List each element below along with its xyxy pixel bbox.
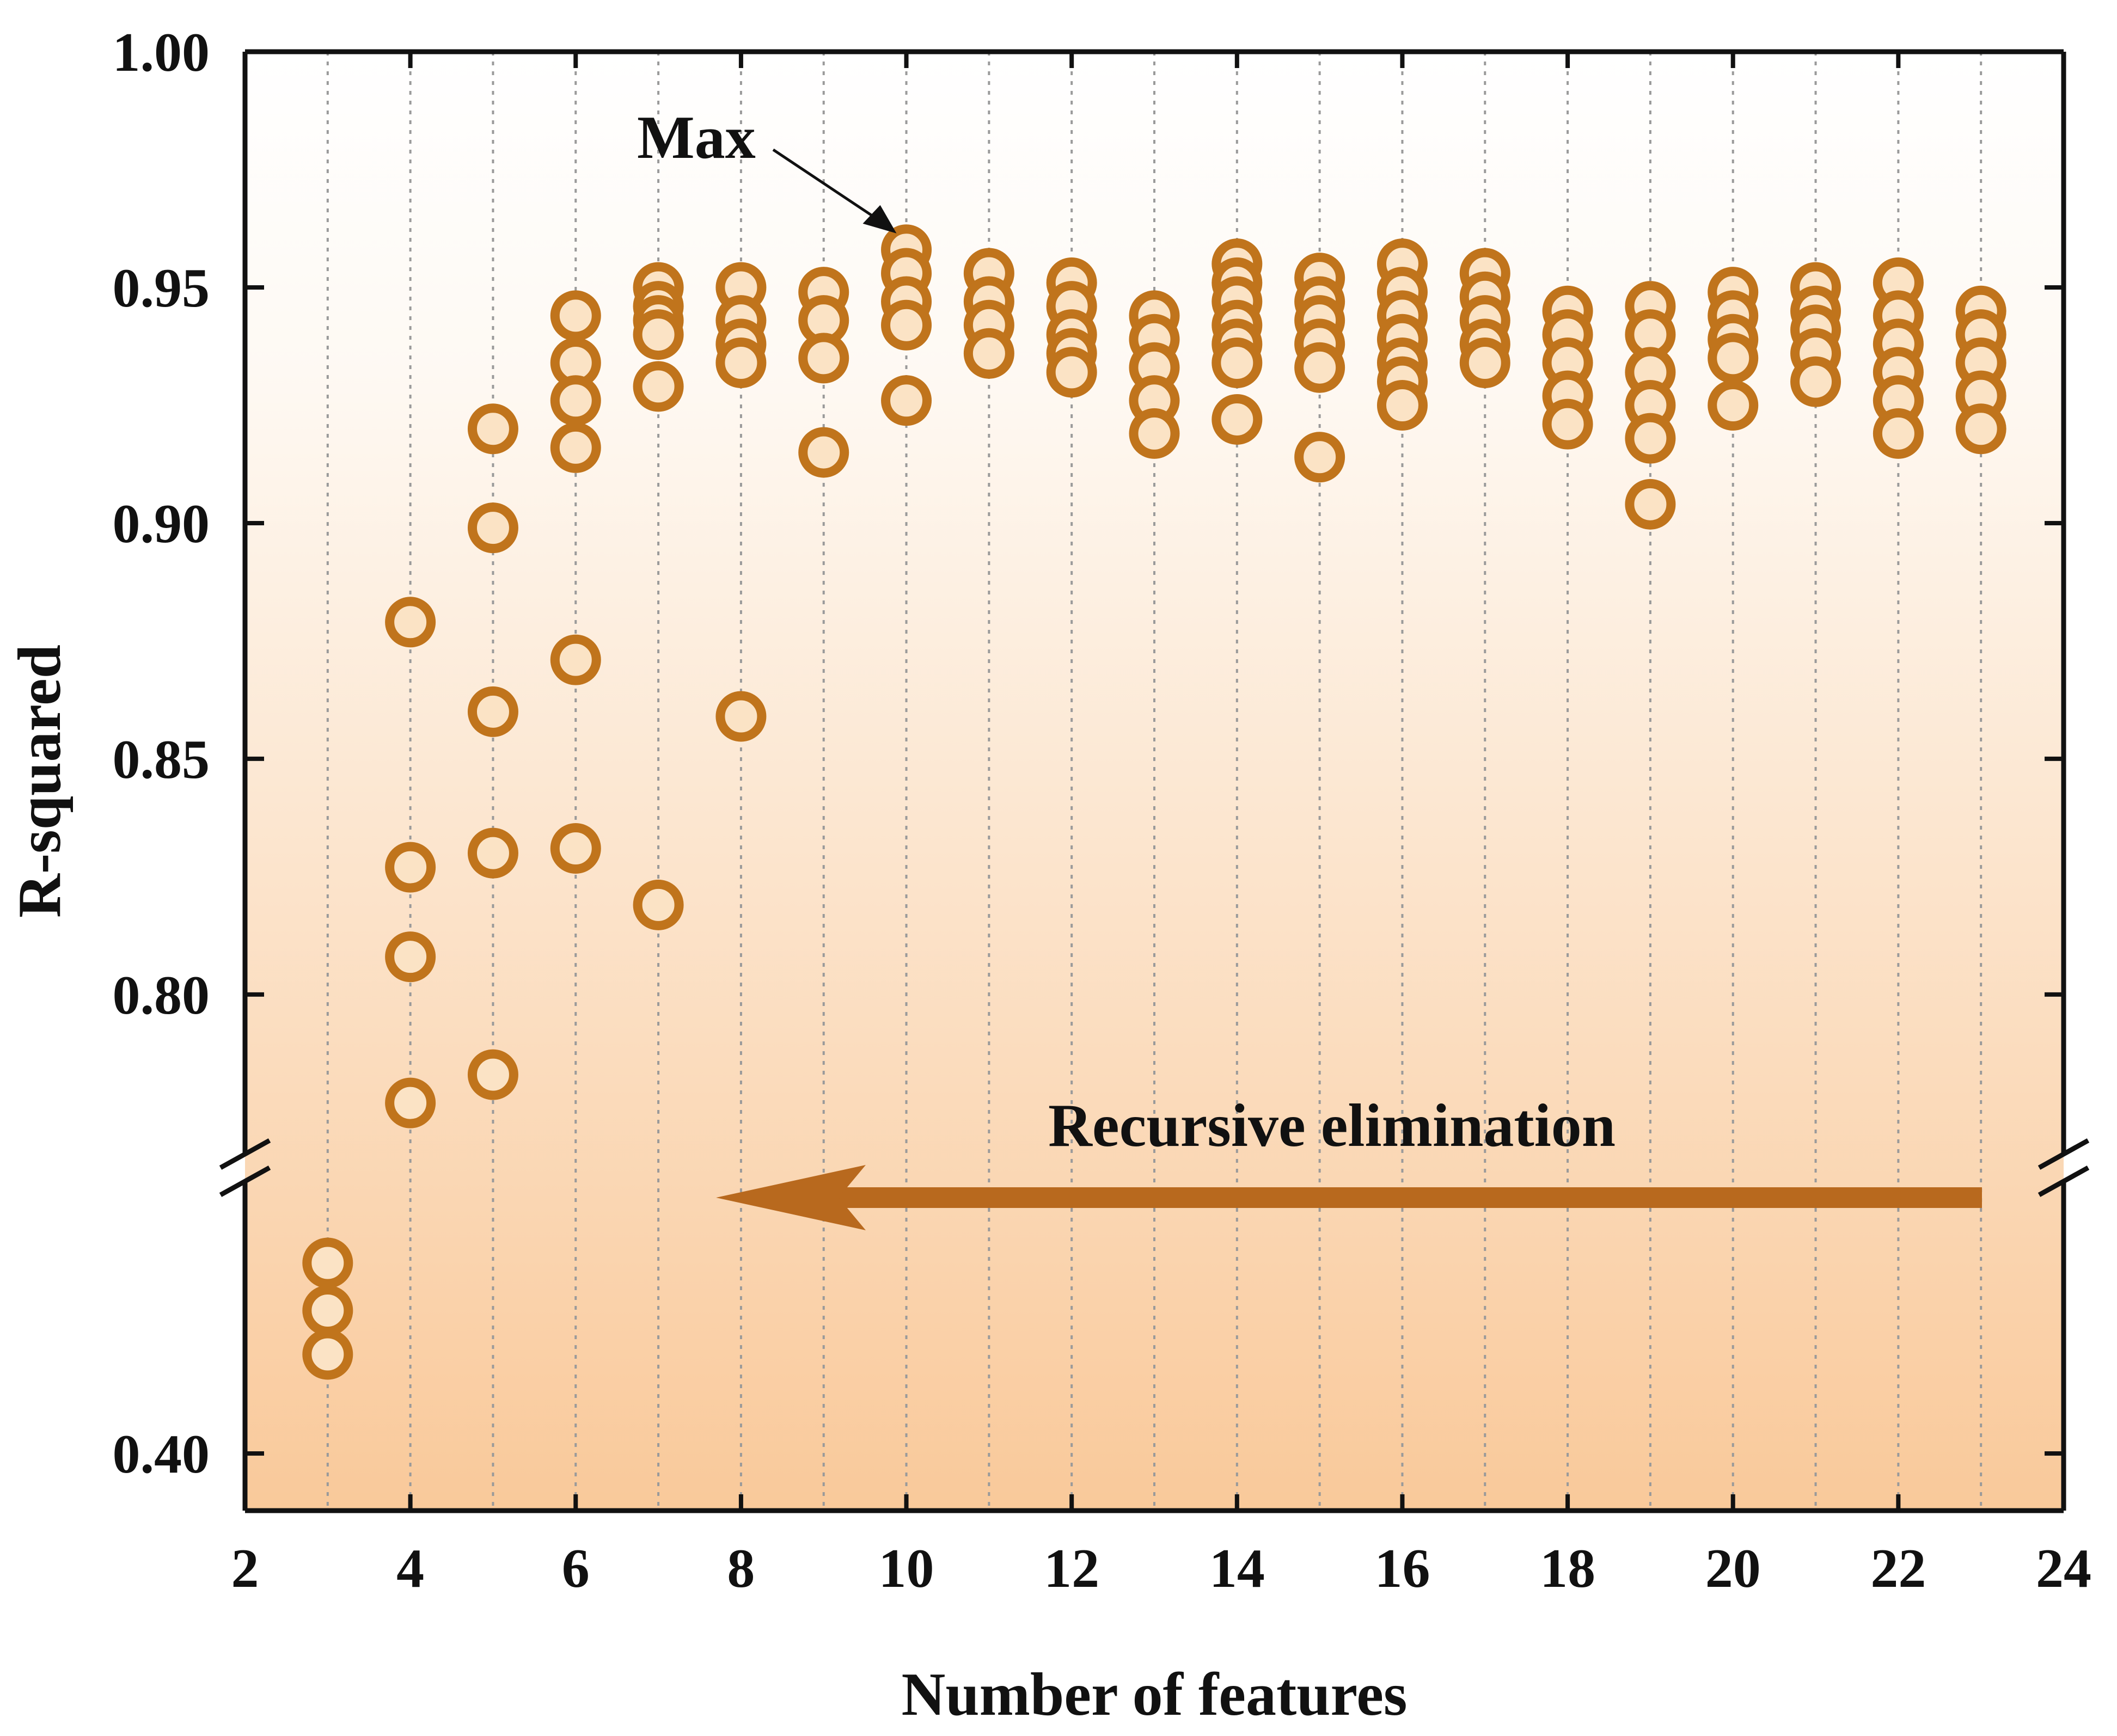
data-point (633, 879, 684, 930)
data-point (302, 1285, 353, 1336)
y-axis-title: R-squared (6, 645, 74, 918)
max-arrow-head (862, 205, 897, 234)
x-tick-label: 6 (562, 1538, 590, 1599)
data-point (302, 1329, 353, 1380)
x-tick-label: 18 (1540, 1538, 1595, 1599)
data-point (881, 375, 932, 426)
x-tick-label: 2 (231, 1538, 259, 1599)
x-tick-label: 10 (879, 1538, 934, 1599)
max-arrow (772, 148, 886, 226)
data-point (385, 931, 436, 983)
data-point (715, 691, 767, 742)
data-point (1294, 432, 1345, 483)
y-tick-label: 0.95 (113, 257, 210, 319)
data-point (1790, 356, 1841, 407)
data-point (881, 299, 932, 351)
x-tick-label: 16 (1374, 1538, 1430, 1599)
data-points (302, 224, 2006, 1380)
data-point (550, 422, 601, 473)
data-point (1873, 408, 1924, 459)
y-tick-label: 1.00 (113, 22, 210, 83)
data-point (1625, 413, 1676, 464)
data-point (550, 823, 601, 874)
data-point (798, 427, 849, 478)
x-tick-label: 14 (1209, 1538, 1265, 1599)
data-point (1212, 394, 1263, 445)
data-point (385, 842, 436, 893)
data-point (963, 328, 1014, 379)
data-point (1376, 379, 1428, 431)
data-point (1625, 479, 1676, 530)
x-axis-title: Number of features (901, 1661, 1407, 1728)
recursive-elimination-arrow-head (716, 1165, 866, 1230)
y-tick-label: 0.80 (113, 965, 210, 1026)
data-point (798, 333, 849, 384)
x-tick-label: 4 (396, 1538, 424, 1599)
data-point (1129, 408, 1180, 459)
y-tick-label: 0.85 (113, 729, 210, 790)
data-point (550, 290, 601, 341)
data-point (467, 502, 518, 554)
axes-frame (242, 49, 2066, 1513)
data-point (1046, 347, 1097, 398)
x-tick-label: 8 (727, 1538, 755, 1599)
data-point (1212, 338, 1263, 389)
x-tick-label: 24 (2036, 1538, 2091, 1599)
axis-ticks: 2 4 6 8 10 12 14 16 18 20 22 240.800.850.900.951.00… (113, 22, 2092, 1599)
x-tick-label: 22 (1870, 1538, 1926, 1599)
data-point (715, 338, 767, 389)
data-point (467, 1049, 518, 1100)
data-point (467, 403, 518, 455)
data-point (550, 375, 601, 426)
axis-break-left (219, 1138, 271, 1197)
x-tick-label: 20 (1705, 1538, 1761, 1599)
data-point (633, 309, 684, 360)
data-point (550, 634, 601, 685)
data-point (385, 1077, 436, 1128)
data-point (1708, 333, 1759, 384)
recursive-elimination-label: Recursive elimination (1048, 1092, 1616, 1160)
data-point (1955, 403, 2006, 455)
data-point (1542, 398, 1593, 450)
max-label: Max (637, 104, 756, 171)
y-tick-label: 0.40 (113, 1424, 210, 1485)
data-point (302, 1237, 353, 1289)
axis-break-right (2038, 1138, 2090, 1197)
data-point (1459, 338, 1510, 389)
data-point (385, 597, 436, 648)
data-point (1708, 379, 1759, 431)
data-point (1294, 342, 1345, 393)
y-tick-label: 0.90 (113, 493, 210, 555)
data-point (633, 361, 684, 412)
data-point (467, 686, 518, 737)
x-tick-label: 12 (1044, 1538, 1099, 1599)
data-point (467, 827, 518, 879)
